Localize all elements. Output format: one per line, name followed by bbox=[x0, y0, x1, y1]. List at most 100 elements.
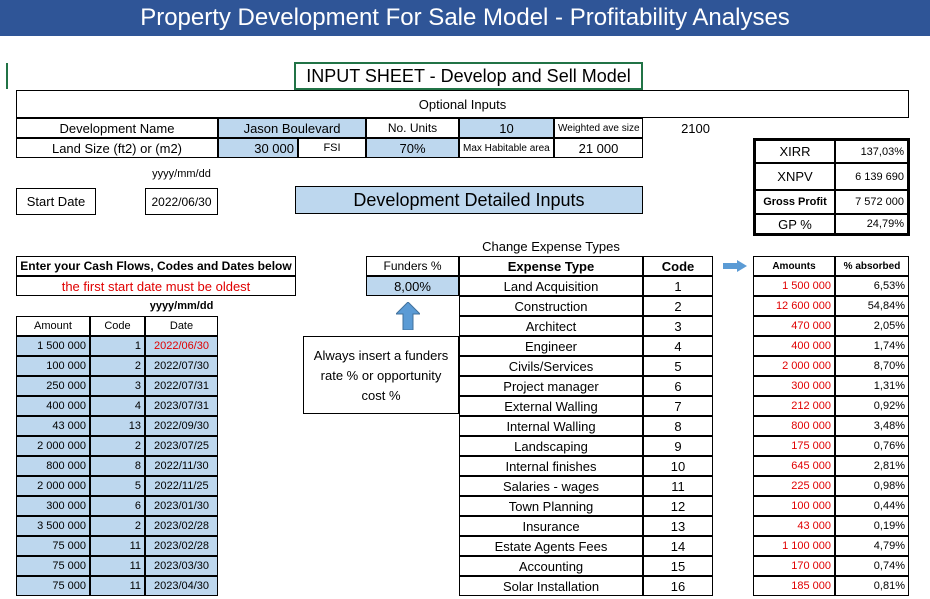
expense-code-cell[interactable]: 11 bbox=[643, 476, 713, 496]
expense-type-cell[interactable]: Salaries - wages bbox=[459, 476, 643, 496]
cashflow-amount-cell[interactable]: 2 000 000 bbox=[16, 476, 90, 496]
expense-pct-cell: 0,44% bbox=[835, 496, 909, 516]
cashflow-date-cell[interactable]: 2023/01/30 bbox=[145, 496, 218, 516]
cashflow-date-cell[interactable]: 2022/07/30 bbox=[145, 356, 218, 376]
cashflow-date-cell[interactable]: 2023/02/28 bbox=[145, 536, 218, 556]
cashflow-code-cell[interactable]: 2 bbox=[90, 436, 145, 456]
funders-note-line: Always insert a funders bbox=[313, 347, 449, 363]
up-arrow-icon bbox=[396, 302, 420, 330]
max-habitable-value[interactable]: 21 000 bbox=[554, 138, 643, 158]
expense-type-cell[interactable]: Construction bbox=[459, 296, 643, 316]
expense-pct-cell: 3,48% bbox=[835, 416, 909, 436]
cashflow-date-cell[interactable]: 2023/04/30 bbox=[145, 576, 218, 596]
weighted-ave-value[interactable]: 2100 bbox=[681, 120, 710, 136]
cashflow-date-cell[interactable]: 2023/02/28 bbox=[145, 516, 218, 536]
expense-type-cell[interactable]: Land Acquisition bbox=[459, 276, 643, 296]
expense-code-cell[interactable]: 8 bbox=[643, 416, 713, 436]
cashflow-code-cell[interactable]: 4 bbox=[90, 396, 145, 416]
cashflow-code-cell[interactable]: 2 bbox=[90, 516, 145, 536]
expense-amount-cell: 175 000 bbox=[753, 436, 835, 456]
dev-name-input[interactable]: Jason Boulevard bbox=[218, 118, 366, 138]
expense-type-cell[interactable]: Civils/Services bbox=[459, 356, 643, 376]
expense-type-cell[interactable]: Estate Agents Fees bbox=[459, 536, 643, 556]
cashflow-code-cell[interactable]: 2 bbox=[90, 356, 145, 376]
change-expense-types-label: Change Expense Types bbox=[482, 238, 620, 254]
expense-amount-cell: 43 000 bbox=[753, 516, 835, 536]
cashflow-date-cell[interactable]: 2022/07/31 bbox=[145, 376, 218, 396]
expense-pct-cell: 6,53% bbox=[835, 276, 909, 296]
cashflow-date-cell[interactable]: 2022/11/25 bbox=[145, 476, 218, 496]
cashflow-date-cell[interactable]: 2022/06/30 bbox=[145, 336, 218, 356]
row-selection-marker bbox=[6, 63, 8, 89]
cashflow-amount-cell[interactable]: 75 000 bbox=[16, 576, 90, 596]
cashflow-code-cell[interactable]: 11 bbox=[90, 536, 145, 556]
cashflow-date-cell[interactable]: 2023/03/30 bbox=[145, 556, 218, 576]
fsi-input[interactable]: 70% bbox=[366, 138, 459, 158]
expense-code-cell[interactable]: 6 bbox=[643, 376, 713, 396]
cashflow-date-cell[interactable]: 2023/07/31 bbox=[145, 396, 218, 416]
expense-code-cell[interactable]: 2 bbox=[643, 296, 713, 316]
expense-code-cell[interactable]: 9 bbox=[643, 436, 713, 456]
expense-code-cell[interactable]: 10 bbox=[643, 456, 713, 476]
cashflow-amount-cell[interactable]: 3 500 000 bbox=[16, 516, 90, 536]
expense-type-cell[interactable]: External Walling bbox=[459, 396, 643, 416]
cashflow-code-cell[interactable]: 1 bbox=[90, 336, 145, 356]
expense-type-cell[interactable]: Project manager bbox=[459, 376, 643, 396]
expense-code-cell[interactable]: 16 bbox=[643, 576, 713, 596]
expense-amount-cell: 800 000 bbox=[753, 416, 835, 436]
cashflow-code-cell[interactable]: 8 bbox=[90, 456, 145, 476]
summary-label: Gross Profit bbox=[755, 190, 835, 214]
cashflow-amount-cell[interactable]: 75 000 bbox=[16, 536, 90, 556]
expense-code-cell[interactable]: 5 bbox=[643, 356, 713, 376]
cashflow-amount-cell[interactable]: 400 000 bbox=[16, 396, 90, 416]
cashflow-date-cell[interactable]: 2023/07/25 bbox=[145, 436, 218, 456]
cashflow-amount-cell[interactable]: 300 000 bbox=[16, 496, 90, 516]
expense-code-cell[interactable]: 4 bbox=[643, 336, 713, 356]
expense-type-cell[interactable]: Town Planning bbox=[459, 496, 643, 516]
cashflow-amount-cell[interactable]: 100 000 bbox=[16, 356, 90, 376]
expense-amount-cell: 185 000 bbox=[753, 576, 835, 596]
land-size-input[interactable]: 30 000 bbox=[218, 138, 298, 158]
expense-type-cell[interactable]: Internal finishes bbox=[459, 456, 643, 476]
cashflow-code-cell[interactable]: 11 bbox=[90, 556, 145, 576]
cashflow-code-cell[interactable]: 3 bbox=[90, 376, 145, 396]
cashflow-date-cell[interactable]: 2022/11/30 bbox=[145, 456, 218, 476]
expense-pct-cell: 0,81% bbox=[835, 576, 909, 596]
cashflow-code-cell[interactable]: 5 bbox=[90, 476, 145, 496]
expense-type-cell[interactable]: Accounting bbox=[459, 556, 643, 576]
weighted-ave-label: Weighted ave size bbox=[554, 118, 643, 138]
cashflow-amount-cell[interactable]: 75 000 bbox=[16, 556, 90, 576]
expense-type-cell[interactable]: Solar Installation bbox=[459, 576, 643, 596]
cashflow-code-cell[interactable]: 11 bbox=[90, 576, 145, 596]
cashflow-amount-cell[interactable]: 800 000 bbox=[16, 456, 90, 476]
cashflow-amount-cell[interactable]: 250 000 bbox=[16, 376, 90, 396]
cashflow-date-cell[interactable]: 2022/09/30 bbox=[145, 416, 218, 436]
expense-type-cell[interactable]: Landscaping bbox=[459, 436, 643, 456]
expense-amount-cell: 12 600 000 bbox=[753, 296, 835, 316]
expense-amount-cell: 1 100 000 bbox=[753, 536, 835, 556]
expense-amount-cell: 100 000 bbox=[753, 496, 835, 516]
expense-code-cell[interactable]: 13 bbox=[643, 516, 713, 536]
expense-type-cell[interactable]: Engineer bbox=[459, 336, 643, 356]
expense-amount-cell: 225 000 bbox=[753, 476, 835, 496]
start-date-input[interactable]: 2022/06/30 bbox=[145, 188, 218, 215]
sheet-title[interactable]: INPUT SHEET - Develop and Sell Model bbox=[294, 62, 643, 90]
expense-type-cell[interactable]: Insurance bbox=[459, 516, 643, 536]
expense-code-cell[interactable]: 3 bbox=[643, 316, 713, 336]
cashflow-code-cell[interactable]: 13 bbox=[90, 416, 145, 436]
expense-pct-cell: 0,98% bbox=[835, 476, 909, 496]
expense-code-cell[interactable]: 12 bbox=[643, 496, 713, 516]
cashflow-amount-cell[interactable]: 43 000 bbox=[16, 416, 90, 436]
expense-code-cell[interactable]: 14 bbox=[643, 536, 713, 556]
expense-code-cell[interactable]: 15 bbox=[643, 556, 713, 576]
expense-type-cell[interactable]: Internal Walling bbox=[459, 416, 643, 436]
cashflow-amount-cell[interactable]: 1 500 000 bbox=[16, 336, 90, 356]
cashflow-header: Enter your Cash Flows, Codes and Dates b… bbox=[16, 256, 296, 276]
funders-input[interactable]: 8,00% bbox=[366, 276, 459, 296]
expense-code-cell[interactable]: 7 bbox=[643, 396, 713, 416]
cashflow-code-cell[interactable]: 6 bbox=[90, 496, 145, 516]
cashflow-amount-cell[interactable]: 2 000 000 bbox=[16, 436, 90, 456]
expense-type-cell[interactable]: Architect bbox=[459, 316, 643, 336]
expense-code-cell[interactable]: 1 bbox=[643, 276, 713, 296]
units-input[interactable]: 10 bbox=[459, 118, 554, 138]
